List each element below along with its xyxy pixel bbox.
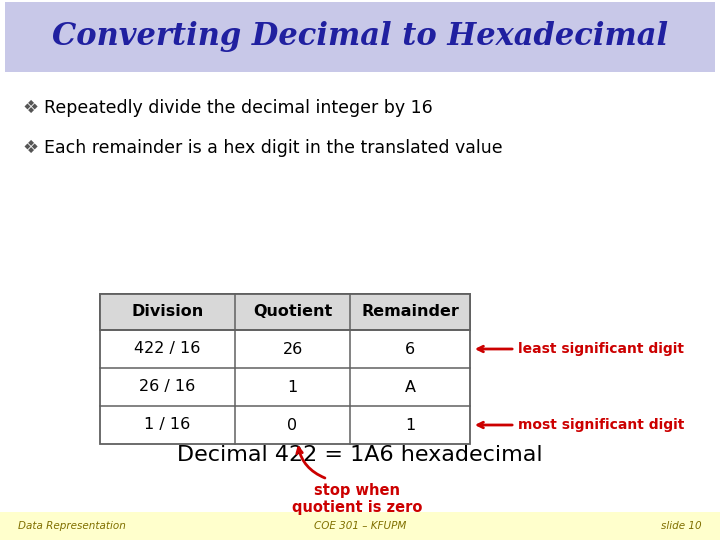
- Text: 0: 0: [287, 417, 297, 433]
- Text: ❖: ❖: [22, 99, 38, 117]
- Text: Converting Decimal to Hexadecimal: Converting Decimal to Hexadecimal: [52, 22, 668, 52]
- Text: 26 / 16: 26 / 16: [140, 380, 196, 395]
- Text: 1 / 16: 1 / 16: [145, 417, 191, 433]
- Text: 1: 1: [287, 380, 297, 395]
- Text: ❖: ❖: [22, 139, 38, 157]
- Text: Each remainder is a hex digit in the translated value: Each remainder is a hex digit in the tra…: [44, 139, 503, 157]
- Bar: [5, 2, 715, 72]
- Text: 26: 26: [282, 341, 302, 356]
- Text: Decimal 422 = 1A6 hexadecimal: Decimal 422 = 1A6 hexadecimal: [177, 445, 543, 465]
- Text: most significant digit: most significant digit: [518, 418, 685, 432]
- Text: 1: 1: [405, 417, 415, 433]
- Text: 422 / 16: 422 / 16: [135, 341, 201, 356]
- Text: Repeatedly divide the decimal integer by 16: Repeatedly divide the decimal integer by…: [44, 99, 433, 117]
- Text: Remainder: Remainder: [361, 305, 459, 320]
- Text: stop when
quotient is zero: stop when quotient is zero: [292, 483, 423, 515]
- Bar: [100, 294, 470, 330]
- Text: Data Representation: Data Representation: [18, 521, 126, 531]
- Text: Division: Division: [131, 305, 204, 320]
- Text: A: A: [405, 380, 415, 395]
- Text: least significant digit: least significant digit: [518, 342, 684, 356]
- Text: 6: 6: [405, 341, 415, 356]
- Text: slide 10: slide 10: [662, 521, 702, 531]
- Text: Quotient: Quotient: [253, 305, 332, 320]
- Text: COE 301 – KFUPM: COE 301 – KFUPM: [314, 521, 406, 531]
- Bar: [0, 512, 720, 540]
- Bar: [100, 294, 470, 444]
